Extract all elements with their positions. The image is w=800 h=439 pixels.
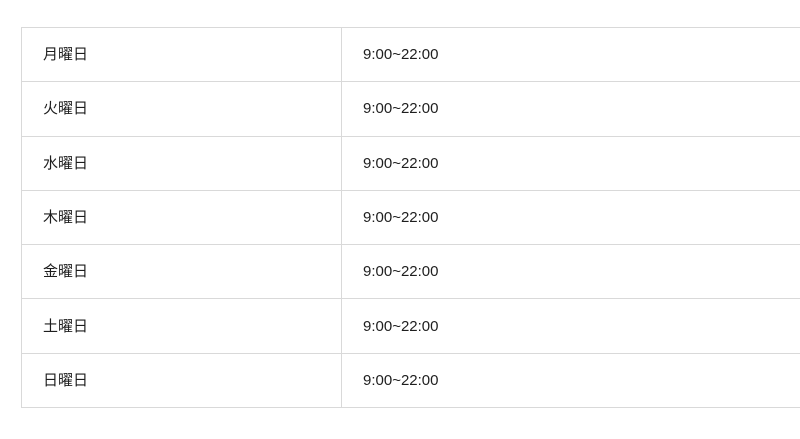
hours-cell: 9:00~22:00 [341, 352, 800, 409]
hours-cell: 9:00~22:00 [341, 81, 800, 137]
table-row: 火曜日 9:00~22:00 [21, 81, 800, 137]
table-row: 土曜日 9:00~22:00 [21, 298, 800, 354]
table-row: 日曜日 9:00~22:00 [21, 352, 800, 409]
day-cell: 木曜日 [21, 189, 342, 246]
hours-cell: 9:00~22:00 [341, 298, 800, 354]
day-cell: 水曜日 [21, 135, 342, 191]
day-cell: 日曜日 [21, 352, 342, 409]
table-row: 月曜日 9:00~22:00 [21, 26, 800, 83]
hours-cell: 9:00~22:00 [341, 26, 800, 83]
schedule-table: 月曜日 9:00~22:00 火曜日 9:00~22:00 水曜日 9:00~2… [21, 26, 800, 409]
day-cell: 金曜日 [21, 244, 342, 300]
table-row: 水曜日 9:00~22:00 [21, 135, 800, 191]
hours-cell: 9:00~22:00 [341, 244, 800, 300]
day-cell: 月曜日 [21, 26, 342, 83]
day-cell: 土曜日 [21, 298, 342, 354]
hours-cell: 9:00~22:00 [341, 189, 800, 246]
table-row: 金曜日 9:00~22:00 [21, 244, 800, 300]
table-row: 木曜日 9:00~22:00 [21, 189, 800, 246]
day-cell: 火曜日 [21, 81, 342, 137]
hours-cell: 9:00~22:00 [341, 135, 800, 191]
